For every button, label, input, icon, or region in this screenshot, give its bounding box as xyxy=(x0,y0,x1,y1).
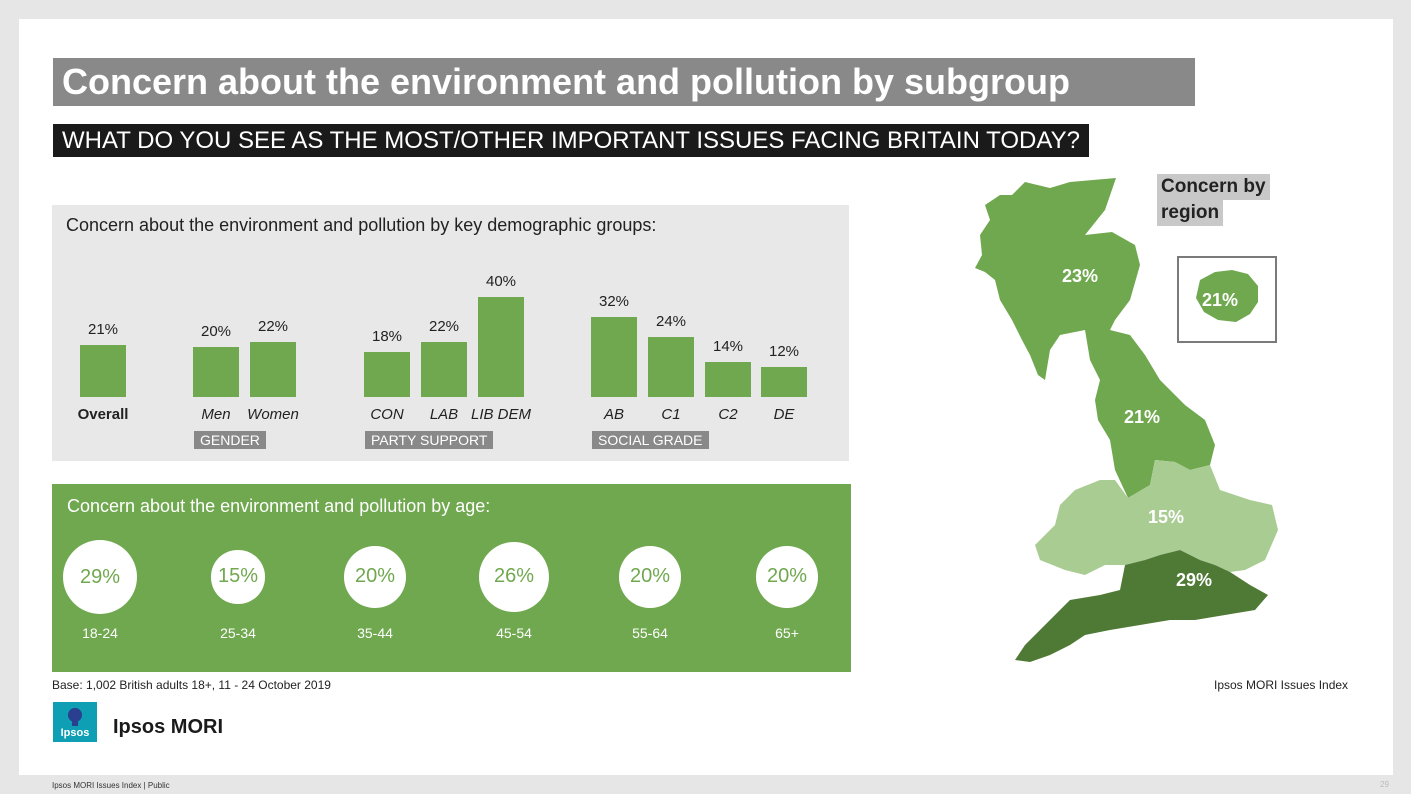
bar-men xyxy=(193,347,239,397)
map-label-london: 21% xyxy=(1202,290,1239,310)
bar-category-label: LAB xyxy=(429,406,459,423)
age-group-label: 45-54 xyxy=(496,625,532,641)
age-bubble-65plus: 20% xyxy=(756,546,818,608)
bar-category-label: AB xyxy=(603,406,624,423)
age-bubble-35-44: 20% xyxy=(344,546,406,608)
map-region-midlands xyxy=(1035,460,1278,575)
age-bubble-45-54: 26% xyxy=(478,541,550,613)
bar-value-label: 22% xyxy=(428,318,460,335)
age-bubble-55-64: 20% xyxy=(619,546,681,608)
brand-name: Ipsos MORI xyxy=(113,716,224,738)
group-label-social-grade: SOCIAL GRADE xyxy=(592,431,709,449)
uk-region-map xyxy=(975,178,1278,662)
bar-value-label: 18% xyxy=(371,328,403,345)
age-bubble-18-24: 29% xyxy=(63,540,137,614)
page-title: Concern about the environment and pollut… xyxy=(53,58,1195,106)
base-note: Base: 1,002 British adults 18+, 11 - 24 … xyxy=(52,678,331,692)
age-group-label: 25-34 xyxy=(220,625,256,641)
age-chart-panel: Concern about the environment and pollut… xyxy=(52,484,851,672)
bar-category-label: LIB DEM xyxy=(470,406,531,423)
age-bubble-25-34: 15% xyxy=(211,550,265,604)
region-legend-line-1: Concern by xyxy=(1157,174,1270,200)
demographic-chart-panel: Concern about the environment and pollut… xyxy=(52,205,849,461)
bar-women xyxy=(250,342,296,397)
region-legend-line-2: region xyxy=(1157,200,1224,226)
map-region-south xyxy=(1015,550,1268,662)
age-chart-title: Concern about the environment and pollut… xyxy=(67,496,491,516)
bar-value-label: 14% xyxy=(712,338,744,355)
group-label-gender: GENDER xyxy=(194,431,266,449)
map-region-scotland xyxy=(975,178,1140,380)
bar-lab xyxy=(421,342,467,397)
age-group-label: 65+ xyxy=(775,625,799,641)
ipsos-logo-mark xyxy=(68,708,82,726)
bar-value-label: 22% xyxy=(257,318,289,335)
age-group-label: 18-24 xyxy=(82,625,118,641)
bar-de xyxy=(761,367,807,397)
page-subtitle: WHAT DO YOU SEE AS THE MOST/OTHER IMPORT… xyxy=(53,124,1089,157)
logo-small-text: Ipsos xyxy=(60,727,90,739)
bar-value-label: 20% xyxy=(200,323,232,340)
bar-category-label: DE xyxy=(773,406,795,423)
page-number: 29 xyxy=(1380,780,1389,789)
bar-c2 xyxy=(705,362,751,397)
bar-category-label: C2 xyxy=(718,406,738,423)
map-region-north xyxy=(1085,330,1215,498)
bar-category-label: CON xyxy=(370,406,404,423)
bar-overall xyxy=(80,344,126,397)
bar-value-label: 40% xyxy=(485,273,517,290)
bar-con xyxy=(364,352,410,397)
bar-category-label: Overall xyxy=(77,406,129,423)
bar-c1 xyxy=(648,337,694,397)
age-group-label: 55-64 xyxy=(632,625,668,641)
map-label-midlands: 15% xyxy=(1148,507,1185,527)
footer-text: Ipsos MORI Issues Index | Public xyxy=(52,781,170,790)
map-region-london xyxy=(1196,270,1258,322)
map-label-scotland: 23% xyxy=(1062,266,1099,286)
bar-category-label: C1 xyxy=(661,406,681,423)
bar-category-label: Women xyxy=(247,406,299,423)
bar-lib-dem xyxy=(478,297,524,397)
demographic-chart-title: Concern about the environment and pollut… xyxy=(66,215,657,235)
map-label-south: 29% xyxy=(1176,570,1213,590)
age-group-label: 35-44 xyxy=(357,625,393,641)
map-label-north: 21% xyxy=(1124,407,1161,427)
group-label-party: PARTY SUPPORT xyxy=(365,431,494,449)
bar-value-label: 12% xyxy=(768,343,800,360)
bar-ab xyxy=(591,317,637,397)
bar-value-label: 24% xyxy=(655,313,687,330)
source-note: Ipsos MORI Issues Index xyxy=(1214,678,1349,692)
bar-value-label: 21% xyxy=(87,320,119,338)
bar-value-label: 32% xyxy=(598,293,630,310)
bar-category-label: Men xyxy=(201,406,231,423)
ipsos-logo-icon: Ipsos xyxy=(53,702,97,742)
